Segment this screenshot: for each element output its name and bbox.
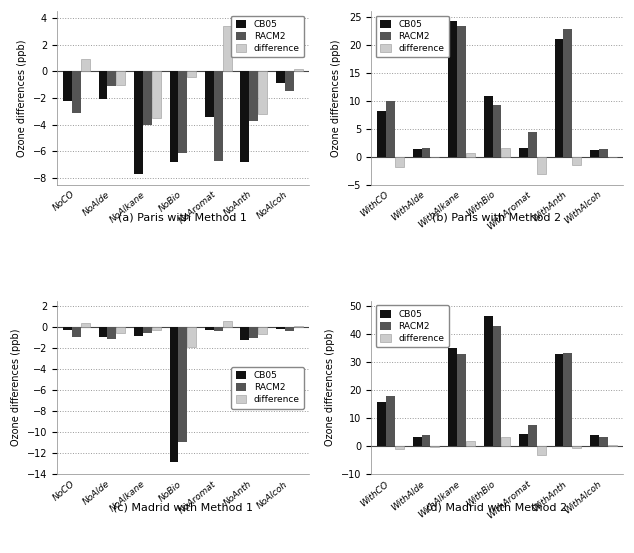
Bar — [395, 156, 404, 167]
Bar — [608, 156, 617, 157]
Legend: CB05, RACM2, difference: CB05, RACM2, difference — [375, 15, 449, 58]
Bar — [573, 156, 581, 165]
Bar — [63, 71, 72, 101]
Bar — [573, 446, 581, 448]
Bar — [187, 71, 196, 76]
Y-axis label: Ozone differences (ppb): Ozone differences (ppb) — [325, 329, 335, 446]
Bar — [134, 71, 143, 174]
Bar — [501, 148, 510, 156]
Bar — [152, 71, 160, 118]
Bar — [178, 71, 187, 153]
Legend: CB05, RACM2, difference: CB05, RACM2, difference — [231, 15, 304, 58]
Bar — [537, 156, 546, 174]
Text: (a) Paris with Method 1: (a) Paris with Method 1 — [119, 212, 247, 222]
Bar — [590, 150, 599, 156]
Bar — [276, 71, 285, 84]
Bar — [564, 29, 573, 156]
Bar — [377, 111, 386, 156]
Bar — [501, 437, 510, 446]
Bar — [555, 354, 564, 446]
Bar — [519, 434, 528, 446]
Bar — [599, 149, 608, 156]
Bar — [169, 71, 178, 162]
Bar — [178, 327, 187, 442]
Bar — [169, 327, 178, 462]
Bar — [285, 71, 294, 91]
Bar — [466, 153, 475, 156]
Bar — [528, 132, 537, 156]
Bar — [457, 354, 466, 446]
Bar — [285, 327, 294, 331]
Legend: CB05, RACM2, difference: CB05, RACM2, difference — [231, 367, 304, 409]
Bar — [519, 148, 528, 156]
Bar — [555, 39, 564, 156]
Y-axis label: Ozone differences (ppb): Ozone differences (ppb) — [332, 39, 341, 156]
Bar — [457, 26, 466, 156]
Text: (c) Madrid with Method 1: (c) Madrid with Method 1 — [113, 502, 253, 512]
Bar — [590, 435, 599, 446]
Bar — [430, 156, 439, 157]
Bar — [448, 348, 457, 446]
Bar — [240, 71, 249, 162]
Bar — [386, 101, 395, 156]
Y-axis label: Ozone differences (ppb): Ozone differences (ppb) — [11, 329, 21, 446]
Bar — [107, 327, 116, 338]
Bar — [377, 401, 386, 446]
Bar — [143, 327, 152, 333]
Bar — [249, 327, 258, 338]
Bar — [205, 327, 214, 330]
Bar — [72, 71, 81, 113]
Text: (b) Paris with Method 2: (b) Paris with Method 2 — [432, 212, 562, 222]
Bar — [528, 425, 537, 446]
Bar — [599, 437, 608, 446]
Bar — [422, 148, 430, 156]
Bar — [493, 326, 501, 446]
Bar — [608, 445, 617, 446]
Bar — [422, 435, 430, 446]
Bar — [413, 437, 422, 446]
Bar — [249, 71, 258, 121]
Bar — [223, 26, 231, 71]
Bar — [116, 327, 125, 333]
Bar — [466, 441, 475, 446]
Bar — [240, 327, 249, 340]
Bar — [294, 69, 302, 71]
Bar — [430, 446, 439, 447]
Bar — [107, 71, 116, 86]
Bar — [214, 327, 223, 331]
Bar — [413, 149, 422, 156]
Bar — [223, 321, 231, 327]
Bar — [98, 71, 107, 100]
Bar — [258, 327, 267, 334]
Bar — [98, 327, 107, 337]
Text: (d) Madrid with Method 2: (d) Madrid with Method 2 — [427, 502, 567, 512]
Bar — [72, 327, 81, 337]
Bar — [205, 71, 214, 117]
Bar — [116, 71, 125, 85]
Bar — [484, 316, 493, 446]
Bar — [63, 327, 72, 330]
Bar — [294, 326, 302, 327]
Y-axis label: Ozone differences (ppb): Ozone differences (ppb) — [17, 39, 27, 156]
Bar — [493, 105, 501, 156]
Bar — [143, 71, 152, 124]
Bar — [386, 396, 395, 446]
Legend: CB05, RACM2, difference: CB05, RACM2, difference — [375, 305, 449, 347]
Bar — [537, 446, 546, 455]
Bar — [81, 323, 89, 327]
Bar — [81, 59, 89, 71]
Bar — [214, 71, 223, 161]
Bar — [134, 327, 143, 336]
Bar — [448, 21, 457, 156]
Bar — [395, 446, 404, 449]
Bar — [484, 96, 493, 156]
Bar — [258, 71, 267, 114]
Bar — [152, 327, 160, 330]
Bar — [564, 353, 573, 446]
Bar — [276, 327, 285, 328]
Bar — [187, 327, 196, 347]
